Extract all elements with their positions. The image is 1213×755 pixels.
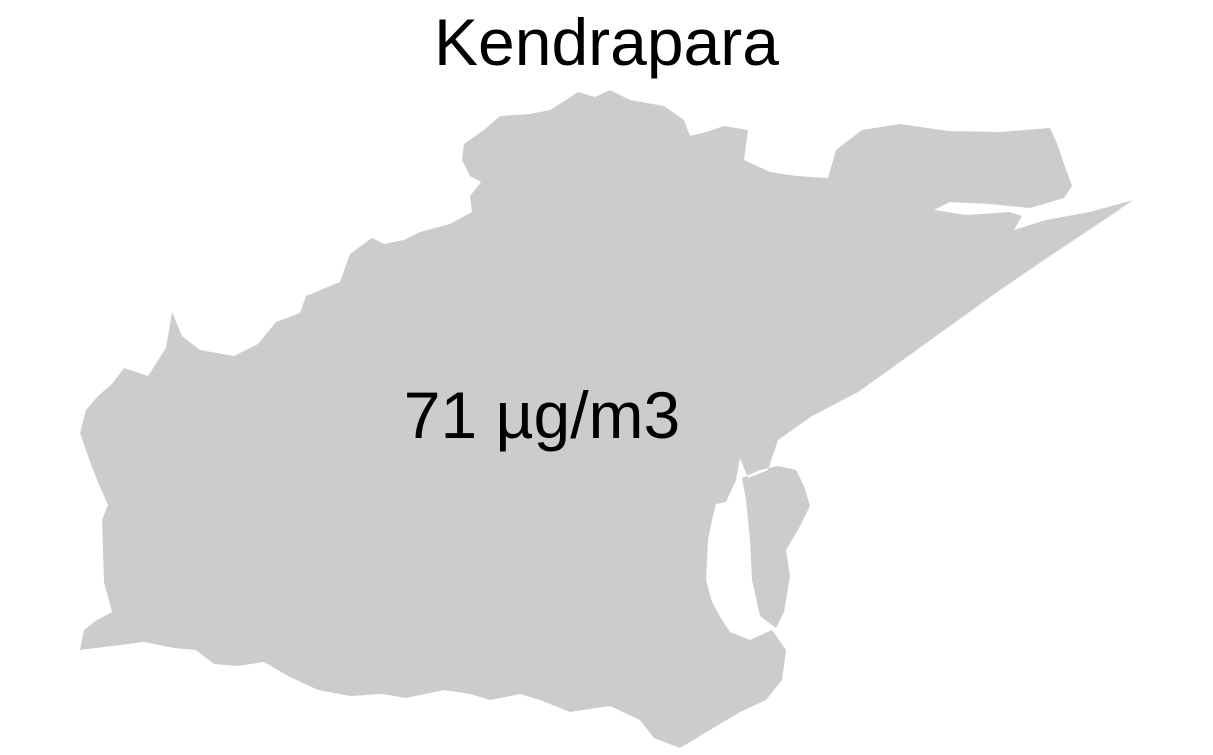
pm-value-label: 71 µg/m3 (403, 378, 681, 452)
district-region-kendrapara (80, 90, 1133, 748)
map-title: Kendrapara (434, 5, 779, 79)
